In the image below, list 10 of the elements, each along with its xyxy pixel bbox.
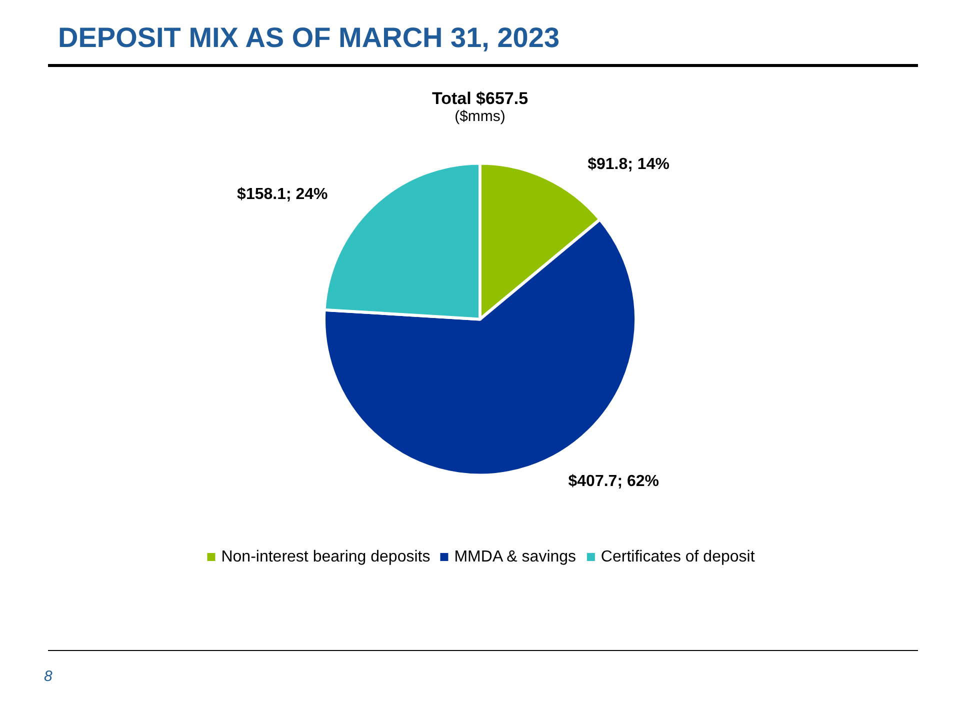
legend-label: Certificates of deposit — [600, 548, 756, 566]
legend-label: Non-interest bearing deposits — [221, 548, 430, 566]
data-label: $158.1; 24% — [237, 186, 328, 204]
data-label: $91.8; 14% — [588, 156, 670, 173]
chart-subtitle: Total $657.5 — [432, 89, 528, 108]
legend-label: MMDA & savings — [454, 548, 576, 566]
data-label: $407.7; 62% — [568, 473, 659, 490]
text: 8 — [44, 668, 52, 685]
text: ($mms) — [454, 108, 506, 125]
chart-title: DEPOSIT MIX AS OF MARCH 31, 2023 — [58, 22, 560, 54]
